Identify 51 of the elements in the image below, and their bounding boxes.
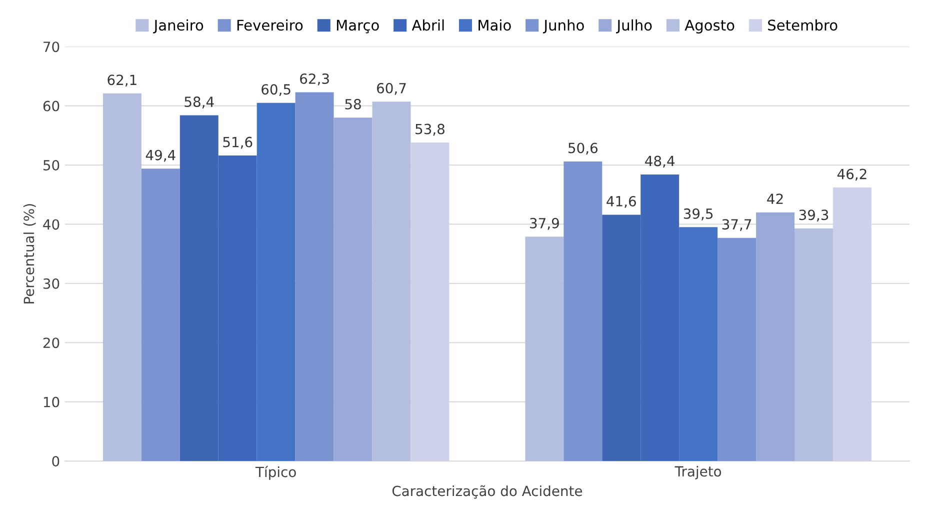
bar: [756, 212, 794, 462]
bar: [102, 93, 142, 462]
bar: [525, 236, 564, 462]
bar: [794, 228, 833, 462]
data-label: 46,2: [837, 168, 866, 181]
y-tick-label: 20: [43, 338, 60, 348]
legend-label: Fevereiro: [237, 19, 303, 31]
legend-label: Janeiro: [153, 19, 204, 34]
data-label: 41,6: [606, 196, 636, 208]
y-tick-label: 10: [44, 396, 60, 408]
bar: [334, 118, 372, 462]
y-tick-label: 0: [52, 456, 60, 466]
y-tick-label: 40: [43, 219, 60, 230]
bar: [141, 168, 180, 462]
bar: [410, 142, 450, 462]
legend-label: Setembro: [768, 19, 838, 31]
data-label: 60,7: [377, 82, 406, 95]
legend-label: Julho: [616, 19, 652, 34]
bar: [295, 92, 334, 462]
data-label: 39,5: [684, 208, 713, 220]
legend-label: Abril: [412, 19, 444, 31]
x-tick-label: Trajeto: [674, 466, 722, 480]
data-label: 42: [767, 194, 783, 204]
data-label: 37,9: [530, 218, 559, 230]
y-tick-label: 60: [43, 100, 60, 112]
y-tick-label: 30: [43, 278, 60, 289]
data-label: 58,4: [184, 96, 214, 108]
bar: [718, 238, 756, 462]
data-label: 48,4: [645, 156, 675, 168]
x-axis-title: Caracterização do Acidente: [392, 485, 582, 499]
legend-label: Março: [336, 20, 379, 34]
y-axis-title: Percentual (%): [23, 204, 36, 304]
data-label: 62,3: [300, 73, 329, 86]
bar: [372, 102, 411, 462]
data-label: 37,7: [722, 219, 752, 232]
data-label: 53,8: [416, 124, 444, 136]
data-label: 51,6: [223, 136, 252, 149]
x-tick-label: Típico: [255, 466, 296, 480]
y-tick-label: 70: [44, 42, 60, 52]
y-tick-label: 50: [43, 160, 60, 170]
data-label: 39,3: [799, 210, 828, 222]
data-label: 60,5: [262, 84, 290, 96]
bar: [832, 188, 872, 462]
legend-label: Maio: [478, 19, 511, 31]
data-label: 50,6: [568, 142, 598, 155]
legend-label: Junho: [542, 19, 584, 34]
legend-label: Agosto: [684, 20, 734, 34]
data-label: 62,1: [108, 74, 136, 87]
data-label: 58: [345, 98, 361, 110]
data-label: 49,4: [146, 150, 176, 162]
bar: [564, 161, 602, 462]
